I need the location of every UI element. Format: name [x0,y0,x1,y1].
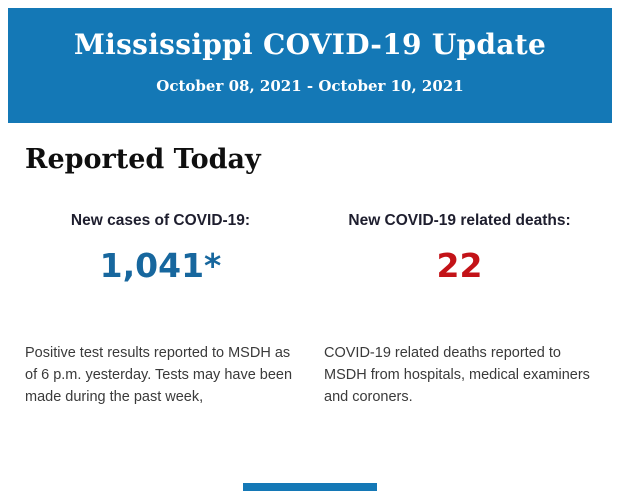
new-deaths-description: COVID-19 related deaths reported to MSDH… [324,345,590,406]
header-banner: Mississippi COVID-19 Update October 08, … [8,8,612,123]
section-heading: Reported Today [25,144,261,175]
footer-accent-bar [243,483,377,491]
content-area: Reported Today New cases of COVID-19: 1,… [0,123,620,408]
new-deaths-label: New COVID-19 related deaths: [348,212,571,229]
new-deaths-value: 22 [436,246,483,285]
stat-card-new-cases: New cases of COVID-19: 1,041* Positive t… [25,212,296,408]
stat-card-new-deaths: New COVID-19 related deaths: 22 COVID-19… [324,212,595,408]
new-cases-label: New cases of COVID-19: [70,212,251,229]
newsletter-title: Mississippi COVID-19 Update [73,28,547,61]
date-range: October 08, 2021 - October 10, 2021 [156,77,464,95]
new-cases-value: 1,041* [99,246,222,285]
stats-grid: New cases of COVID-19: 1,041* Positive t… [25,212,595,408]
new-cases-description: Positive test results reported to MSDH a… [25,345,293,406]
